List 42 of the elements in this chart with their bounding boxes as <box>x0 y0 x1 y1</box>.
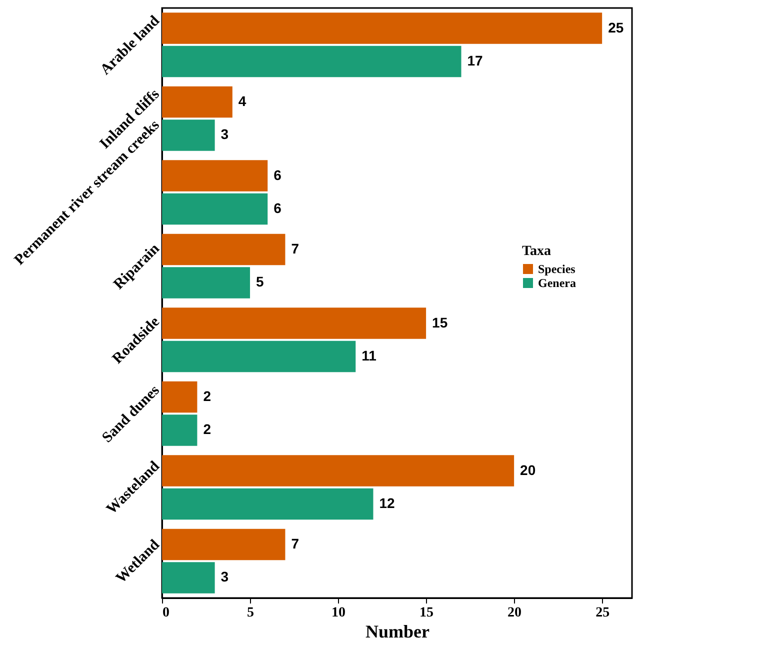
bar <box>162 267 250 298</box>
bar <box>162 562 215 594</box>
data-label: 2 <box>203 421 212 438</box>
data-label: 2 <box>203 388 212 404</box>
data-label: 7 <box>291 240 300 257</box>
bar <box>162 86 232 118</box>
bar <box>162 234 286 266</box>
bar <box>162 455 514 486</box>
bar <box>162 340 356 372</box>
x-axis-title: Number <box>366 622 430 642</box>
legend-title: Taxa <box>522 244 552 259</box>
data-label: 20 <box>520 462 536 478</box>
data-label: 3 <box>220 126 229 142</box>
legend-label: Genera <box>538 276 576 290</box>
legend-label: Species <box>538 262 576 276</box>
data-label: 6 <box>274 200 282 216</box>
bar <box>162 12 602 44</box>
x-tick-label: 20 <box>508 606 522 620</box>
data-label: 11 <box>362 347 377 364</box>
data-label: 5 <box>256 274 264 290</box>
data-label: 6 <box>274 166 282 183</box>
bar <box>162 120 215 151</box>
bar <box>162 46 462 78</box>
bar <box>162 414 198 446</box>
data-label: 3 <box>220 568 229 585</box>
data-label: 15 <box>432 314 448 330</box>
data-label: 12 <box>379 494 396 511</box>
bar <box>162 488 374 520</box>
bar <box>162 308 426 339</box>
x-tick-label: 10 <box>332 606 346 620</box>
x-tick-label: 15 <box>420 606 434 620</box>
bar <box>162 381 198 413</box>
data-label: 25 <box>608 19 624 36</box>
x-tick-label: 5 <box>247 606 254 620</box>
bar <box>162 193 268 225</box>
data-label: 17 <box>467 52 484 68</box>
bar <box>162 160 268 192</box>
data-label: 7 <box>291 536 300 552</box>
bar <box>162 528 286 560</box>
data-label: 4 <box>238 93 246 110</box>
x-tick-label: 25 <box>596 606 610 620</box>
x-tick-label: 0 <box>162 606 170 620</box>
